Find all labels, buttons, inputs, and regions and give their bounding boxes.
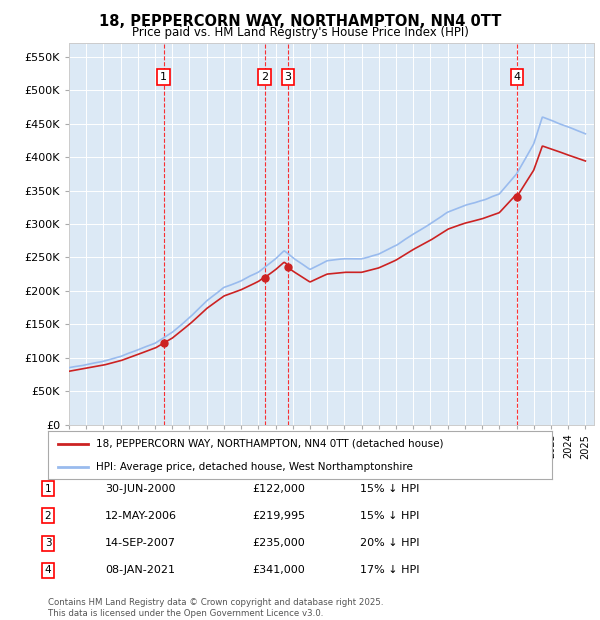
Text: 15% ↓ HPI: 15% ↓ HPI [360, 511, 419, 521]
Text: 3: 3 [44, 538, 52, 548]
Text: Price paid vs. HM Land Registry's House Price Index (HPI): Price paid vs. HM Land Registry's House … [131, 26, 469, 39]
Text: 08-JAN-2021: 08-JAN-2021 [105, 565, 175, 575]
Text: 18, PEPPERCORN WAY, NORTHAMPTON, NN4 0TT (detached house): 18, PEPPERCORN WAY, NORTHAMPTON, NN4 0TT… [96, 439, 443, 449]
Text: 1: 1 [44, 484, 52, 494]
Text: 18, PEPPERCORN WAY, NORTHAMPTON, NN4 0TT: 18, PEPPERCORN WAY, NORTHAMPTON, NN4 0TT [99, 14, 501, 29]
Text: 4: 4 [44, 565, 52, 575]
Text: 3: 3 [284, 72, 291, 82]
Text: 30-JUN-2000: 30-JUN-2000 [105, 484, 176, 494]
Text: 1: 1 [160, 72, 167, 82]
Text: Contains HM Land Registry data © Crown copyright and database right 2025.
This d: Contains HM Land Registry data © Crown c… [48, 598, 383, 618]
Text: £219,995: £219,995 [252, 511, 305, 521]
Text: 20% ↓ HPI: 20% ↓ HPI [360, 538, 419, 548]
Text: £122,000: £122,000 [252, 484, 305, 494]
Text: 2: 2 [44, 511, 52, 521]
Text: 15% ↓ HPI: 15% ↓ HPI [360, 484, 419, 494]
Text: 12-MAY-2006: 12-MAY-2006 [105, 511, 177, 521]
Text: £235,000: £235,000 [252, 538, 305, 548]
Text: HPI: Average price, detached house, West Northamptonshire: HPI: Average price, detached house, West… [96, 462, 413, 472]
Text: 2: 2 [261, 72, 268, 82]
Text: 4: 4 [514, 72, 521, 82]
Text: 17% ↓ HPI: 17% ↓ HPI [360, 565, 419, 575]
Text: £341,000: £341,000 [252, 565, 305, 575]
Text: 14-SEP-2007: 14-SEP-2007 [105, 538, 176, 548]
